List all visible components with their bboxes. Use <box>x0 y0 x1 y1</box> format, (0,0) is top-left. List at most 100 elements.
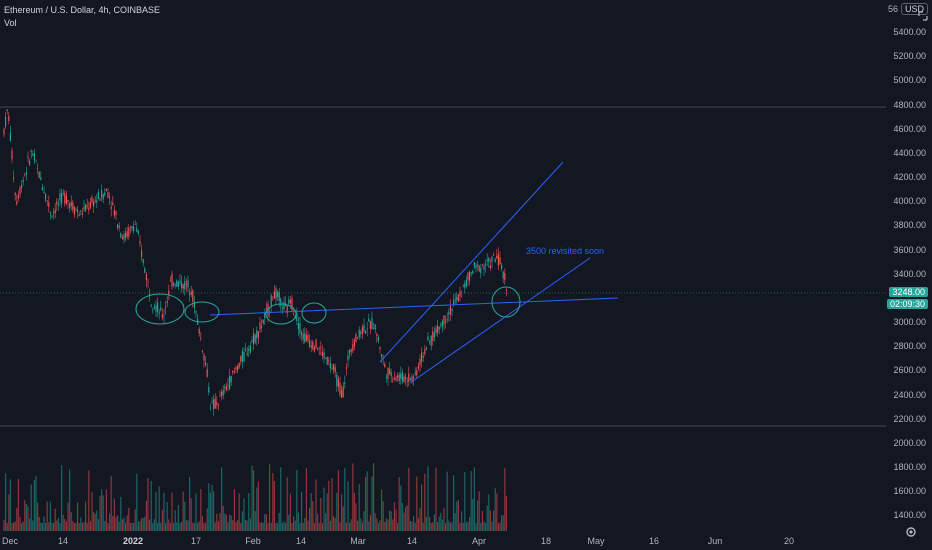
candle-body <box>304 332 306 343</box>
volume-bar <box>352 463 354 531</box>
volume-bar <box>81 522 83 531</box>
candle-body <box>88 208 90 211</box>
candle-body <box>360 332 362 334</box>
candle-body <box>429 340 431 342</box>
annotation-text[interactable]: 3500 revisited soon <box>526 246 605 256</box>
candle-body <box>38 171 40 178</box>
volume-bar <box>184 501 186 531</box>
circle-marker-2 <box>184 301 220 323</box>
volume-bar <box>424 473 426 531</box>
candle-body <box>325 357 327 359</box>
drawings <box>0 106 886 427</box>
candle-body <box>310 345 312 348</box>
candle-body <box>120 233 122 238</box>
candle-body <box>174 284 176 286</box>
candle-body <box>102 194 104 200</box>
candle-body <box>299 323 301 334</box>
candle-body <box>128 227 130 237</box>
candle-body <box>11 150 13 160</box>
candle-body <box>377 337 379 342</box>
volume-bar <box>40 522 42 531</box>
volume-bar <box>313 522 315 531</box>
volume-bar <box>502 515 504 531</box>
volume-bar <box>21 522 23 531</box>
candle-body <box>496 255 498 259</box>
volume-bar <box>123 517 125 531</box>
candle-body <box>83 206 85 210</box>
candle-body <box>384 364 386 368</box>
candle-body <box>225 386 227 391</box>
volume-bar <box>296 469 298 531</box>
candle-body <box>43 192 45 193</box>
expand-icon[interactable] <box>918 8 928 21</box>
volume-bar <box>320 497 322 531</box>
volume-bar <box>397 522 399 531</box>
volume-bar <box>480 522 482 531</box>
volume-bar <box>245 519 247 531</box>
volume-bar <box>419 508 421 531</box>
volume-bar <box>248 492 250 531</box>
volume-bars <box>3 463 507 531</box>
candle-body <box>109 197 111 199</box>
volume-indicator-label[interactable]: Vol <box>4 18 17 28</box>
volume-bar <box>174 510 176 531</box>
volume-bar <box>416 476 418 531</box>
volume-bar <box>264 513 266 531</box>
candle-body <box>9 132 11 141</box>
candle-body <box>49 211 51 214</box>
candle-body <box>277 291 279 297</box>
volume-bar <box>328 480 330 531</box>
volume-bar <box>161 509 163 531</box>
candle-body <box>64 192 66 204</box>
volume-bar <box>363 511 365 531</box>
volume-bar <box>29 518 31 531</box>
volume-bar <box>168 519 170 531</box>
candle-body <box>73 206 75 215</box>
volume-bar <box>144 516 146 531</box>
candle-body <box>181 282 183 289</box>
time-tick-label: May <box>587 536 605 546</box>
candle-body <box>235 367 237 370</box>
settings-gear-icon[interactable] <box>904 525 918 539</box>
volume-bar <box>464 471 466 531</box>
price-tick-label: 3400.00 <box>893 268 926 279</box>
volume-bar <box>176 522 178 531</box>
candle-body <box>131 225 133 229</box>
volume-bar <box>361 522 363 531</box>
candle-body <box>368 318 370 322</box>
candle-body <box>449 306 451 315</box>
candle-body <box>21 184 23 188</box>
candle-body <box>334 367 336 373</box>
candle-body <box>141 250 143 258</box>
candle-body <box>469 271 471 281</box>
volume-bar <box>341 494 343 531</box>
candle-body <box>278 292 280 302</box>
volume-bar <box>142 518 144 531</box>
candle-body <box>286 305 288 314</box>
candle-body <box>99 199 101 201</box>
volume-bar <box>113 498 115 531</box>
volume-bar <box>384 521 386 531</box>
candle-body <box>408 373 410 382</box>
volume-bar <box>75 522 77 531</box>
volume-bar <box>112 515 114 531</box>
volume-bar <box>8 494 10 531</box>
candle-body <box>70 201 72 206</box>
price-tick-label: 2800.00 <box>893 341 926 352</box>
volume-bar <box>336 492 338 531</box>
volume-bar <box>246 520 248 531</box>
volume-bar <box>72 521 74 531</box>
price-tick-label: 4600.00 <box>893 123 926 134</box>
candle-body <box>237 366 239 371</box>
candle-body <box>29 160 31 165</box>
volume-bar <box>294 520 296 531</box>
volume-bar <box>102 495 104 531</box>
price-tick-label: 1600.00 <box>893 486 926 497</box>
countdown-badge: 02:09:30 <box>886 299 928 309</box>
volume-bar <box>417 517 419 531</box>
volume-bar <box>409 521 411 531</box>
candle-body <box>254 334 256 343</box>
volume-bar <box>443 507 445 531</box>
